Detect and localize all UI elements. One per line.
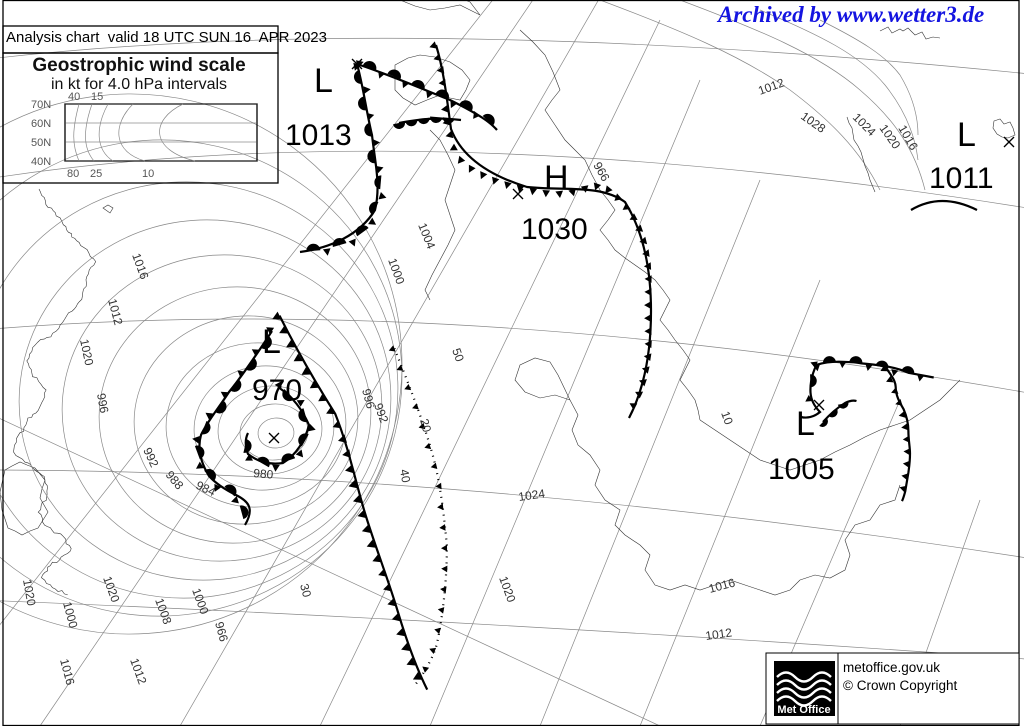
svg-text:metoffice.gov.uk: metoffice.gov.uk (843, 660, 940, 675)
svg-text:Met Office: Met Office (777, 704, 830, 716)
svg-text:© Crown Copyright: © Crown Copyright (843, 678, 957, 693)
